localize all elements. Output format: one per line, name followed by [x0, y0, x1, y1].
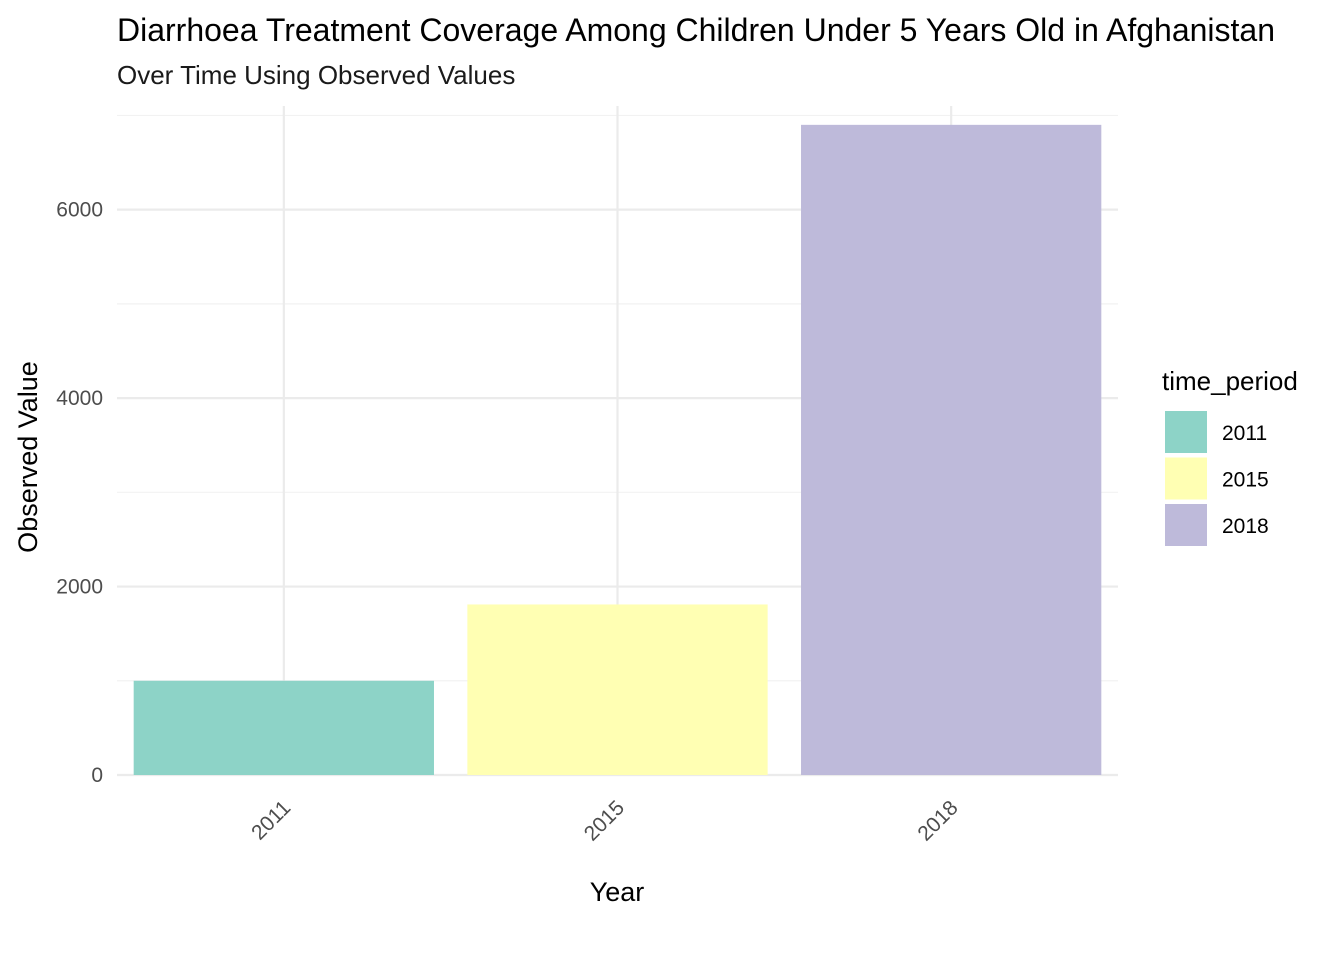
legend-title: time_period — [1162, 366, 1298, 396]
legend: time_period 2011 2015 2018 — [1162, 366, 1298, 546]
x-axis-ticks: 2011 2015 2018 — [247, 796, 963, 845]
y-axis-ticks: 0 2000 4000 6000 — [56, 199, 103, 787]
legend-label: 2011 — [1222, 422, 1267, 445]
bar-2018 — [801, 124, 1102, 775]
legend-label: 2015 — [1222, 469, 1269, 492]
bars — [133, 124, 1102, 775]
legend-swatch-2015 — [1165, 457, 1207, 500]
y-tick-label: 2000 — [56, 576, 103, 599]
bar-2011 — [133, 680, 434, 775]
legend-swatch-2018 — [1165, 504, 1207, 546]
y-tick-label: 6000 — [56, 199, 103, 222]
chart-subtitle: Over Time Using Observed Values — [117, 60, 515, 90]
x-axis-title: Year — [590, 877, 645, 907]
x-tick-label: 2018 — [913, 796, 962, 845]
x-tick-label: 2011 — [247, 796, 295, 844]
x-tick-label: 2015 — [580, 796, 629, 845]
legend-swatch-2011 — [1165, 411, 1207, 453]
legend-label: 2018 — [1222, 515, 1269, 538]
y-tick-label: 0 — [91, 764, 103, 787]
y-axis-title: Observed Value — [13, 361, 43, 553]
chart-title: Diarrhoea Treatment Coverage Among Child… — [117, 12, 1275, 48]
bar-2015 — [467, 604, 768, 775]
y-tick-label: 4000 — [56, 387, 103, 410]
